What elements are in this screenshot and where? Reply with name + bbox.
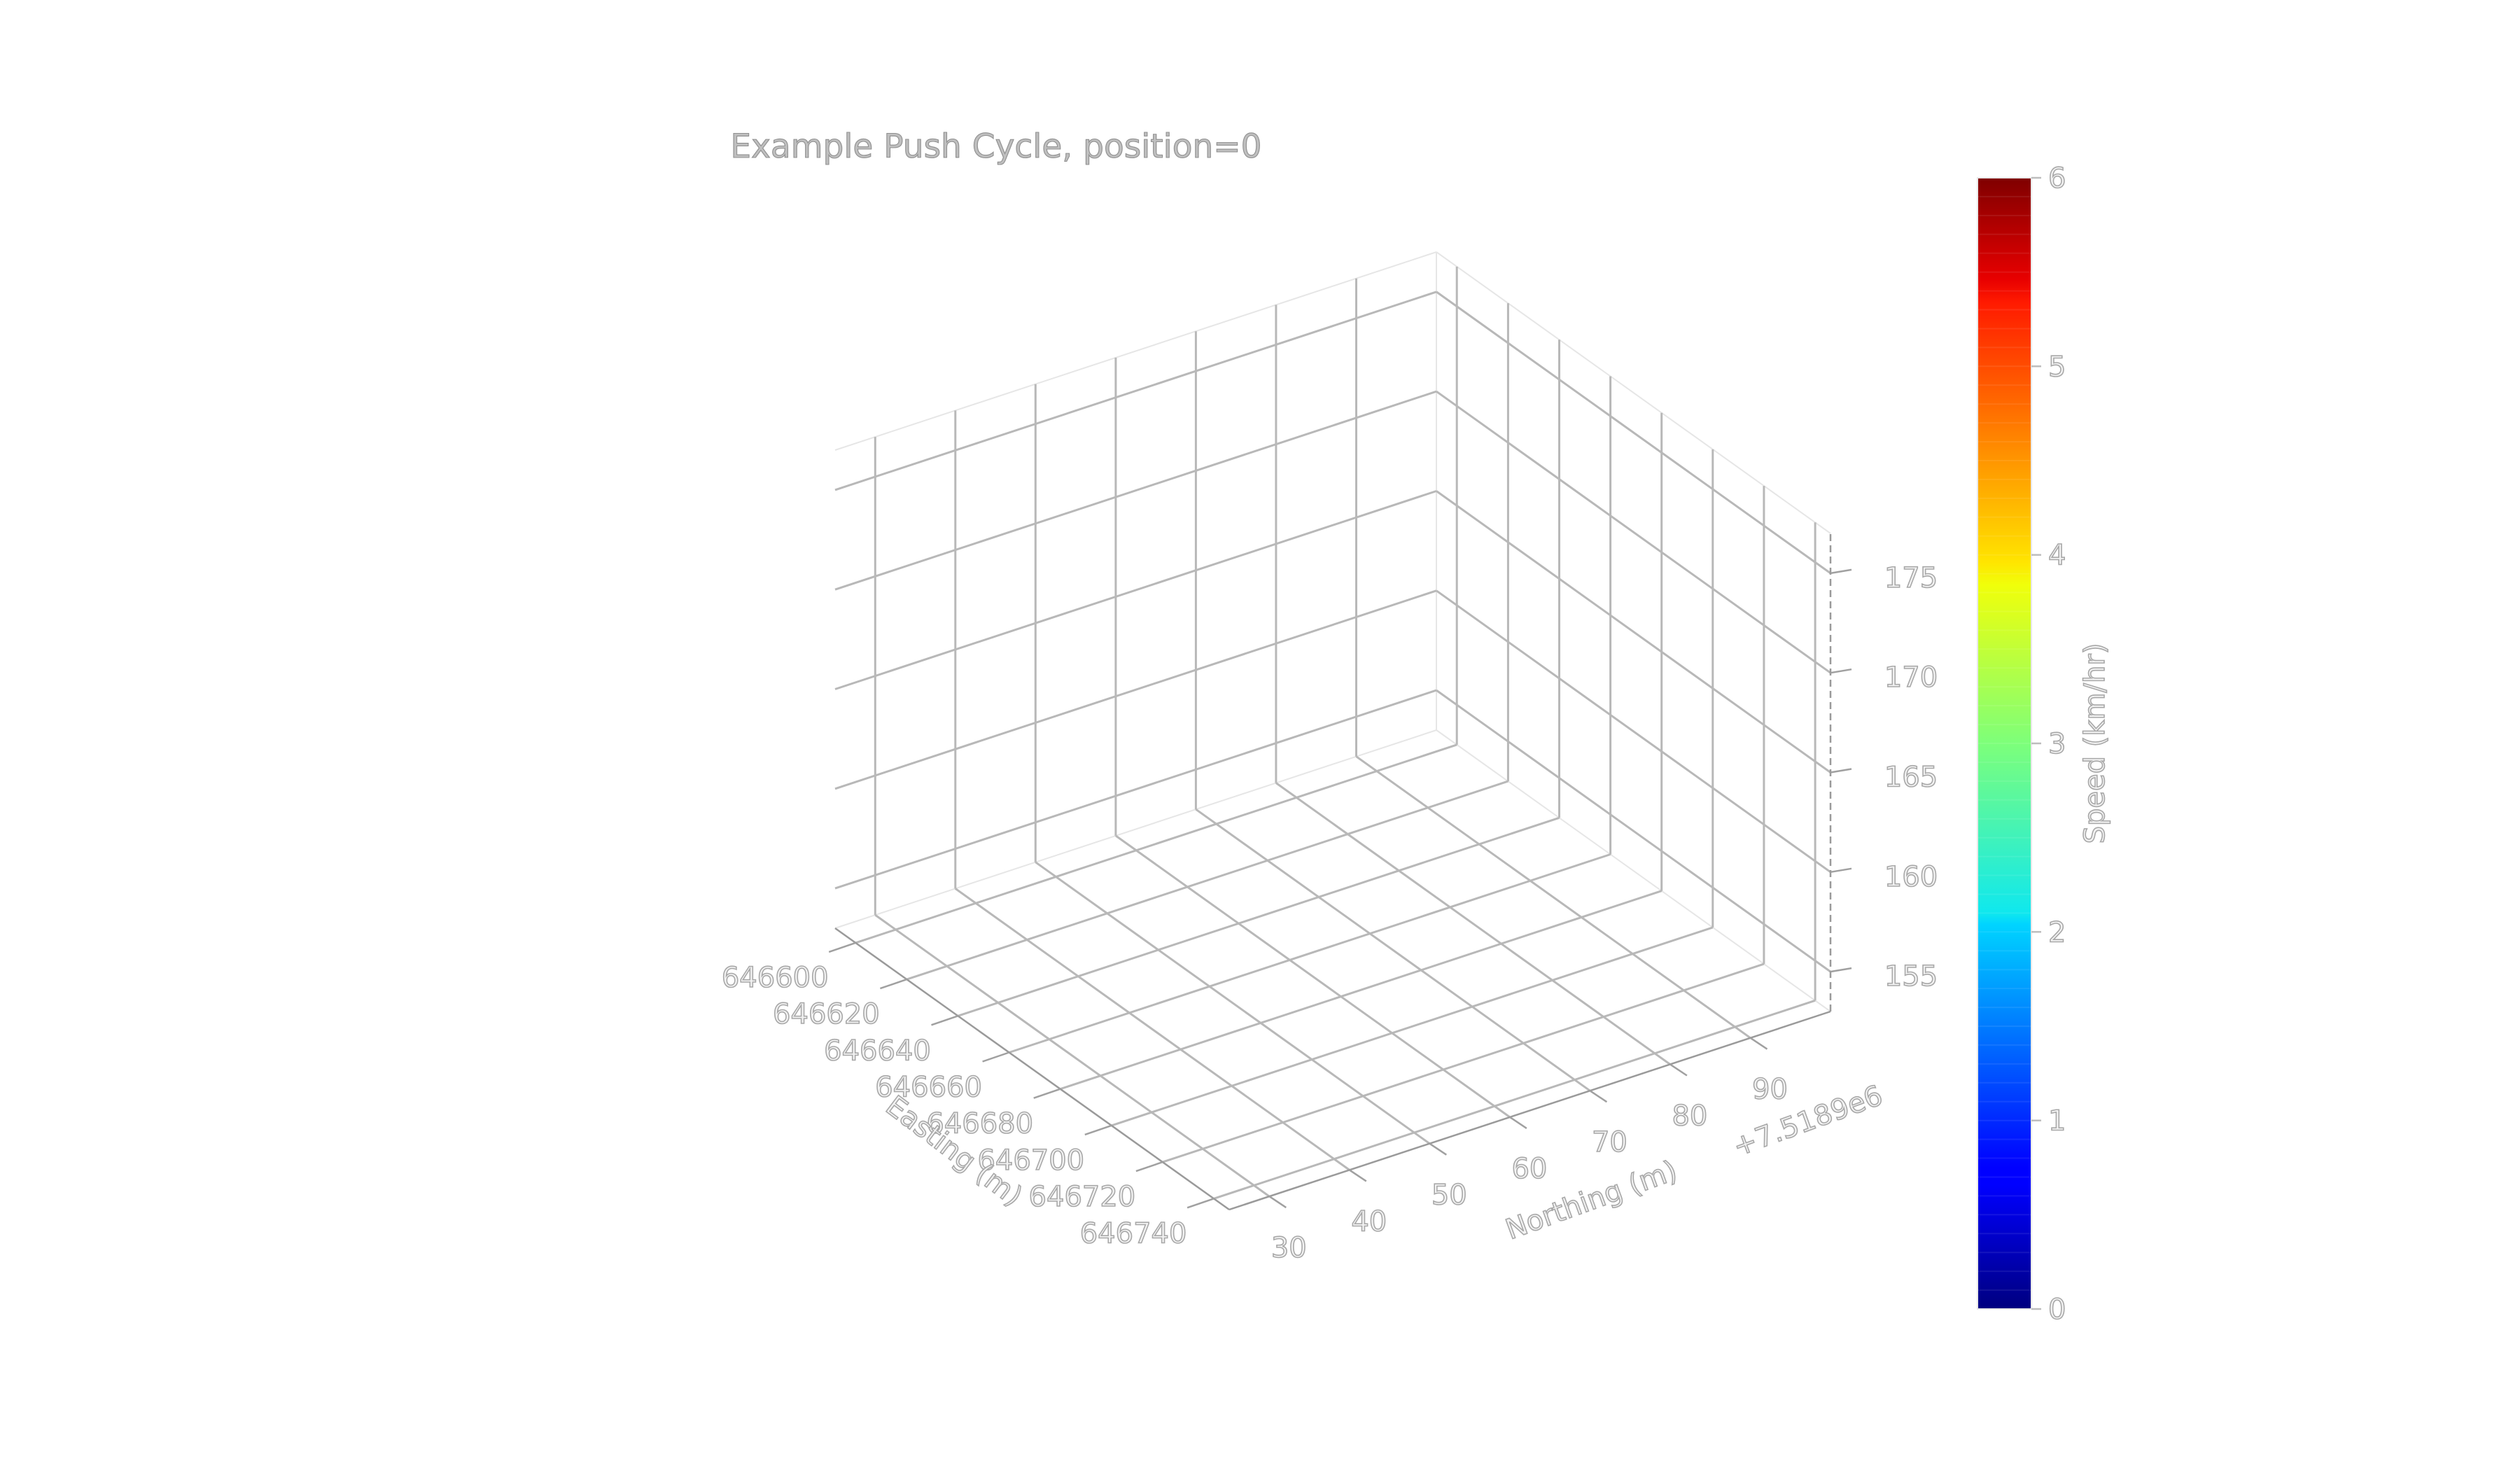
x-tick-label-646660: 646660 (875, 1072, 982, 1104)
grid-floor-x-646720 (1162, 962, 1765, 1163)
y-tick-mark-50 (1429, 1142, 1447, 1156)
grid-floor-x-646620 (906, 780, 1508, 981)
y-tick-mark-30 (1268, 1196, 1287, 1209)
grid-floor-x-646680 (1060, 890, 1662, 1091)
x-tick-mark-646740 (1186, 1198, 1214, 1209)
x-tick-mark-646660 (982, 1051, 1010, 1063)
colorbar-tick-label-1: 1 (2048, 1105, 2066, 1138)
x-tick-label-646700: 646700 (977, 1144, 1084, 1177)
z-tick-mark-175 (1830, 568, 1852, 575)
grid-floor-y-60 (1115, 834, 1511, 1119)
x-tick-mark-646700 (1084, 1124, 1112, 1136)
z-tick-label-165: 165 (1884, 762, 1938, 794)
z-tick-label-175: 175 (1884, 562, 1938, 594)
x-tick-mark-646680 (1033, 1088, 1061, 1099)
colorbar-ticks: 0 1 2 3 4 5 6 (2031, 162, 2066, 1326)
z-tick-mark-155 (1830, 967, 1852, 973)
grid-floor-x-646600 (855, 743, 1457, 944)
x-tick-label-646600: 646600 (722, 962, 829, 994)
pane-left-top-edge (834, 251, 1437, 451)
x-tick-label-646640: 646640 (824, 1035, 931, 1067)
y-axis-line (1228, 1010, 1831, 1211)
grid-floor-x-646740 (1213, 999, 1816, 1200)
colorbar-tick-label-0: 0 (2048, 1294, 2066, 1326)
grid-floor-y-70 (1195, 808, 1591, 1092)
z-tick-label-155: 155 (1884, 960, 1938, 993)
z-tick-mark-165 (1830, 768, 1852, 774)
y-tick-label-70: 70 (1592, 1126, 1628, 1158)
chart-title: Example Push Cycle, position=0 (730, 127, 1261, 166)
x-tick-mark-646640 (931, 1015, 958, 1026)
grid-wall-right-z-165 (1436, 490, 1831, 774)
y-tick-label-90: 90 (1752, 1074, 1788, 1106)
y-tick-label-60: 60 (1511, 1153, 1547, 1185)
y-axis-ticks: 30 40 50 60 70 80 90 (1268, 1037, 1788, 1265)
x-tick-mark-646600 (828, 941, 856, 953)
grid-wall-left-z-155 (834, 689, 1437, 890)
colorbar-tick-label-4: 4 (2048, 540, 2066, 572)
colorbar-tick-label-2: 2 (2048, 916, 2066, 948)
grid-floor-x-646660 (1009, 853, 1611, 1054)
colorbar-label: Speed (km/hr) (2079, 643, 2111, 844)
grid-wall-right-z-170 (1436, 390, 1831, 674)
x-tick-mark-646720 (1135, 1161, 1163, 1172)
z-tick-label-160: 160 (1884, 861, 1938, 893)
colorbar-tick-label-3: 3 (2048, 728, 2066, 760)
y-tick-mark-40 (1349, 1169, 1367, 1182)
colorbar-gradient (1977, 178, 2031, 1309)
y-tick-label-40: 40 (1351, 1205, 1387, 1238)
grid-wall-left-z-175 (834, 290, 1437, 491)
y-tick-mark-90 (1749, 1037, 1768, 1050)
grid-wall-left-z-165 (834, 490, 1437, 690)
grid-wall-right-z-155 (1436, 689, 1831, 973)
grid-floor-y-90 (1355, 755, 1751, 1039)
colorbar-tick-label-6: 6 (2048, 162, 2066, 195)
y-tick-mark-80 (1670, 1063, 1688, 1077)
z-tick-mark-170 (1830, 668, 1852, 674)
x-tick-label-646720: 646720 (1029, 1181, 1136, 1213)
z-tick-label-170: 170 (1884, 662, 1938, 694)
x-axis-ticks: 646600 646620 646640 646660 646680 646700 6467… (721, 941, 1214, 1250)
y-tick-label-30: 30 (1271, 1232, 1307, 1264)
y-tick-mark-70 (1589, 1090, 1608, 1103)
z-axis-ticks: 155 160 165 170 175 (1830, 561, 1938, 993)
x-tick-mark-646620 (879, 978, 907, 990)
x-tick-label-646620: 646620 (773, 998, 880, 1030)
grid-wall-right-z-160 (1436, 589, 1831, 874)
pane-right-floor-edge (1436, 729, 1831, 1012)
grid-floor-y-80 (1275, 782, 1671, 1065)
colorbar-bands (1977, 195, 2031, 1292)
y-tick-label-80: 80 (1672, 1100, 1707, 1133)
y-tick-mark-60 (1509, 1116, 1527, 1129)
y-tick-label-50: 50 (1432, 1180, 1467, 1212)
x-tick-label-646740: 646740 (1080, 1217, 1187, 1250)
grid-floor-x-646640 (958, 816, 1560, 1017)
colorbar: 0 1 2 3 4 5 6 Speed (km/hr) (1977, 162, 2112, 1326)
grid-floor-y-40 (954, 888, 1350, 1171)
x-axis-line (834, 927, 1230, 1211)
grid-floor-y-50 (1035, 861, 1431, 1144)
colorbar-tick-label-5: 5 (2048, 351, 2066, 383)
grid-wall-left-z-170 (834, 390, 1437, 591)
grid-wall-right-z-175 (1436, 290, 1831, 575)
x-tick-label-646680: 646680 (926, 1108, 1033, 1140)
grid-wall-left-z-160 (834, 589, 1437, 790)
grid-floor-y-30 (874, 913, 1270, 1198)
z-tick-mark-160 (1830, 867, 1852, 874)
pane-left-floor-edge (834, 729, 1437, 929)
grid-lines (834, 266, 1831, 1200)
grid-floor-x-646700 (1111, 926, 1714, 1127)
